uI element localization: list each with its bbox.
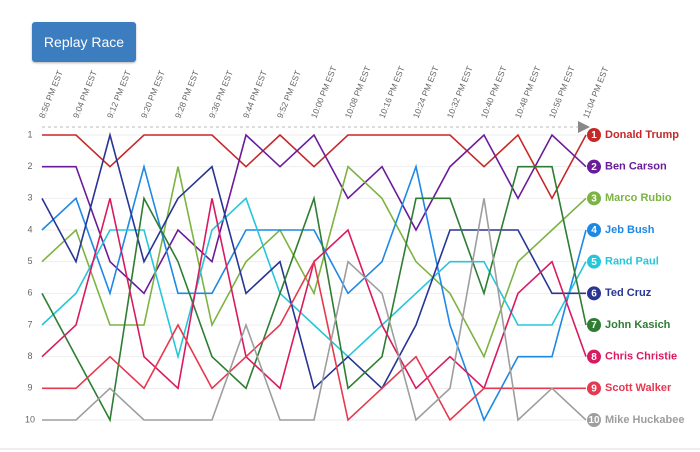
x-tick-label: 9:20 PM EST xyxy=(139,69,167,120)
x-tick-label: 10:08 PM EST xyxy=(343,65,373,120)
legend-name: Chris Christie xyxy=(605,351,677,363)
y-tick-label: 8 xyxy=(27,351,32,361)
legend-badge xyxy=(587,381,601,396)
progress-arrow xyxy=(578,121,590,133)
legend-name: Scott Walker xyxy=(605,382,672,394)
x-tick-label: 10:56 PM EST xyxy=(547,65,577,120)
legend-rank: 3 xyxy=(591,193,597,204)
legend-name: Ted Cruz xyxy=(605,287,652,299)
legend-badge xyxy=(587,159,601,174)
rank-line xyxy=(42,259,586,422)
x-tick-label: 8:56 PM EST xyxy=(37,69,65,120)
rank-line xyxy=(41,165,587,359)
legend-rank: 2 xyxy=(591,162,597,173)
rank-line xyxy=(42,198,587,422)
x-tick-label: 10:16 PM EST xyxy=(377,65,407,120)
y-tick-label: 6 xyxy=(27,288,32,298)
legend-rank: 9 xyxy=(591,383,597,394)
x-tick-label: 9:52 PM EST xyxy=(275,69,303,120)
x-tick-label: 11:04 PM EST xyxy=(581,65,611,119)
legend-name: Ben Carson xyxy=(605,161,667,173)
x-tick-label: 10:24 PM EST xyxy=(411,65,441,120)
legend-badge xyxy=(587,254,601,269)
legend-rank: 10 xyxy=(588,415,600,426)
x-tick-label: 9:12 PM EST xyxy=(105,69,133,120)
x-tick-label: 9:04 PM EST xyxy=(71,69,99,120)
y-tick-label: 5 xyxy=(27,256,32,266)
rank-line xyxy=(41,196,587,360)
legend-badge xyxy=(587,191,601,206)
y-tick-label: 10 xyxy=(25,414,35,424)
legend-badge xyxy=(587,318,601,332)
legend-name: Mike Huckabee xyxy=(605,414,684,426)
x-tick-label: 10:48 PM EST xyxy=(513,65,543,120)
legend-name: Rand Paul xyxy=(605,256,659,268)
y-tick-label: 3 xyxy=(27,193,32,203)
y-tick-label: 7 xyxy=(27,319,32,329)
x-tick-label: 9:28 PM EST xyxy=(173,69,201,120)
rank-line xyxy=(42,133,587,295)
y-tick-label: 4 xyxy=(27,224,32,234)
legend-rank: 8 xyxy=(591,352,597,363)
legend-badge xyxy=(587,349,601,364)
legend-badge xyxy=(587,413,601,427)
rank-line xyxy=(41,131,586,390)
replay-button[interactable]: Replay Race xyxy=(32,22,136,62)
legend-name: Jeb Bush xyxy=(605,224,655,236)
legend-rank: 1 xyxy=(591,130,597,141)
y-tick-label: 2 xyxy=(27,161,32,171)
y-tick-label: 1 xyxy=(27,129,32,139)
y-tick-label: 9 xyxy=(27,383,32,393)
legend-rank: 5 xyxy=(591,257,597,268)
x-tick-label: 9:36 PM EST xyxy=(207,69,235,120)
x-tick-label: 9:44 PM EST xyxy=(241,69,269,120)
rank-line xyxy=(41,165,587,423)
legend-rank: 6 xyxy=(591,288,597,299)
legend-badge xyxy=(587,223,601,237)
legend-rank: 4 xyxy=(591,225,597,236)
legend-name: Donald Trump xyxy=(605,129,679,141)
legend-name: Marco Rubio xyxy=(605,192,672,204)
legend-badge xyxy=(587,128,601,142)
rank-line xyxy=(41,163,587,422)
x-tick-label: 10:40 PM EST xyxy=(479,65,509,120)
x-tick-label: 10:00 PM EST xyxy=(309,65,339,120)
x-tick-label: 10:32 PM EST xyxy=(445,65,475,120)
legend-name: John Kasich xyxy=(605,319,671,331)
legend-badge xyxy=(587,286,601,301)
legend-rank: 7 xyxy=(591,320,597,331)
